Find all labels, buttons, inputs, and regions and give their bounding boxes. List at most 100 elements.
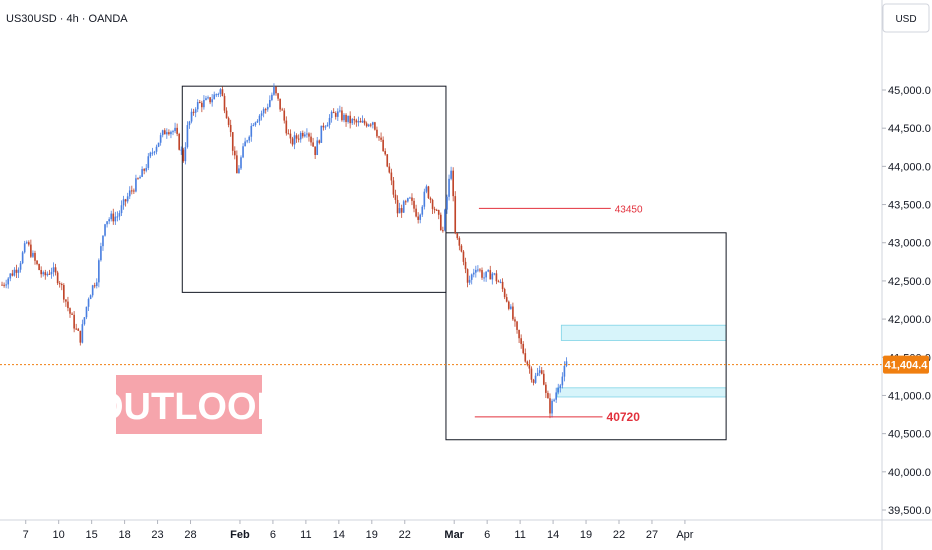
- candle-body: [555, 392, 557, 400]
- candle-body: [44, 272, 47, 276]
- price-tick-label: 39,500.0: [888, 505, 931, 517]
- candle-body: [213, 94, 216, 100]
- candle-body: [184, 147, 187, 162]
- candle-body: [198, 102, 201, 104]
- candle-body: [419, 214, 422, 220]
- candle-body: [217, 93, 220, 95]
- candle-body: [427, 186, 430, 199]
- candle-body: [442, 230, 444, 232]
- candle-body: [223, 95, 226, 111]
- plot-area[interactable]: [0, 0, 882, 520]
- candle-body: [306, 133, 308, 135]
- price-tick-label: 41,000.0: [888, 390, 931, 402]
- candle-body: [166, 132, 168, 135]
- candle-body: [153, 151, 156, 153]
- price-tick-label: 42,000.0: [888, 314, 931, 326]
- outlook-badge-text: OUTLOOK: [94, 386, 285, 428]
- candle-body: [81, 324, 84, 343]
- price-tick-label: 42,500.0: [888, 276, 931, 288]
- candle-body: [112, 213, 115, 222]
- candle-body: [225, 110, 228, 119]
- candle-body: [407, 198, 409, 202]
- candle-body: [374, 122, 376, 130]
- candle-body: [563, 365, 566, 377]
- time-axis-ticks: 7 10 15 18 23 28 Feb 6 11 14 19 22 Mar 6 11 14 19 22 27 Apr: [23, 520, 694, 541]
- candle-body: [122, 199, 125, 206]
- candle-body: [87, 299, 90, 307]
- candle-body: [178, 133, 181, 150]
- candle-body: [382, 139, 384, 152]
- price-axis[interactable]: USD 45,000.0 44,500.0 44,000.0 43,500.0 43,0…: [881, 0, 931, 550]
- candle-body: [489, 270, 492, 280]
- candle-body: [363, 120, 366, 124]
- candle-body: [462, 251, 465, 262]
- candle-body: [464, 261, 467, 270]
- candle-body: [91, 285, 94, 296]
- candle-body: [252, 124, 255, 126]
- candle-body: [244, 141, 246, 147]
- currency-selector[interactable]: [882, 3, 930, 33]
- candle-body: [322, 125, 325, 128]
- candle-body: [271, 94, 273, 100]
- candle-body: [534, 375, 537, 383]
- candle-body: [339, 110, 341, 112]
- candle-body: [392, 180, 395, 195]
- candle-body: [30, 244, 32, 257]
- candle-body: [1, 284, 3, 286]
- range-box: [181, 85, 447, 293]
- time-tick-label: 19: [366, 529, 378, 541]
- candle-body: [553, 399, 555, 401]
- candle-body: [221, 89, 224, 96]
- candle-body: [79, 330, 82, 343]
- candle-body: [248, 136, 251, 141]
- candle-body: [242, 146, 244, 158]
- candle-body: [402, 201, 405, 213]
- candle-body: [133, 190, 135, 192]
- candle-body: [347, 115, 349, 122]
- candle-body: [207, 97, 209, 99]
- candle-body: [135, 178, 137, 192]
- candle-body: [423, 191, 426, 207]
- candle-body: [310, 136, 312, 143]
- price-tick-label: 43,000.0: [888, 238, 931, 250]
- candle-body: [444, 209, 446, 231]
- candle-body: [25, 242, 28, 244]
- candle-body: [398, 208, 401, 214]
- candle-body: [297, 138, 300, 140]
- candle-body: [367, 124, 370, 127]
- candle-body: [378, 136, 380, 138]
- candle-body: [328, 117, 331, 125]
- candle-body: [209, 97, 211, 103]
- level-label: 43450: [615, 204, 643, 215]
- candle-body: [516, 321, 518, 330]
- candle-body: [114, 216, 117, 222]
- candle-body: [27, 242, 30, 245]
- candle-body: [437, 210, 440, 215]
- zone-rect: [556, 387, 727, 398]
- candle-body: [7, 278, 10, 285]
- candle-body: [499, 281, 502, 283]
- candle-body: [429, 198, 432, 200]
- candle-body: [565, 361, 568, 366]
- candle-body: [396, 199, 399, 214]
- candle-body: [540, 370, 543, 374]
- time-axis[interactable]: 7 10 15 18 23 28 Feb 6 11 14 19 22 Mar 6 11 14 19 22 27 Apr: [0, 519, 932, 541]
- candle-body: [538, 370, 541, 373]
- candle-body: [361, 120, 364, 123]
- candle-body: [493, 273, 496, 275]
- candle-body: [330, 111, 333, 118]
- candle-body: [145, 167, 148, 171]
- candle-body: [65, 299, 67, 302]
- candle-body: [180, 149, 183, 151]
- candle-body: [36, 260, 38, 265]
- candle-body: [256, 120, 259, 123]
- candle-body: [289, 133, 292, 139]
- candle-body: [46, 273, 49, 276]
- price-tick-label: 44,000.0: [888, 161, 931, 173]
- candle-body: [143, 169, 145, 171]
- candle-body: [308, 133, 310, 137]
- candle-body: [561, 376, 564, 386]
- candle-body: [3, 284, 5, 286]
- range-boxes: [181, 85, 727, 441]
